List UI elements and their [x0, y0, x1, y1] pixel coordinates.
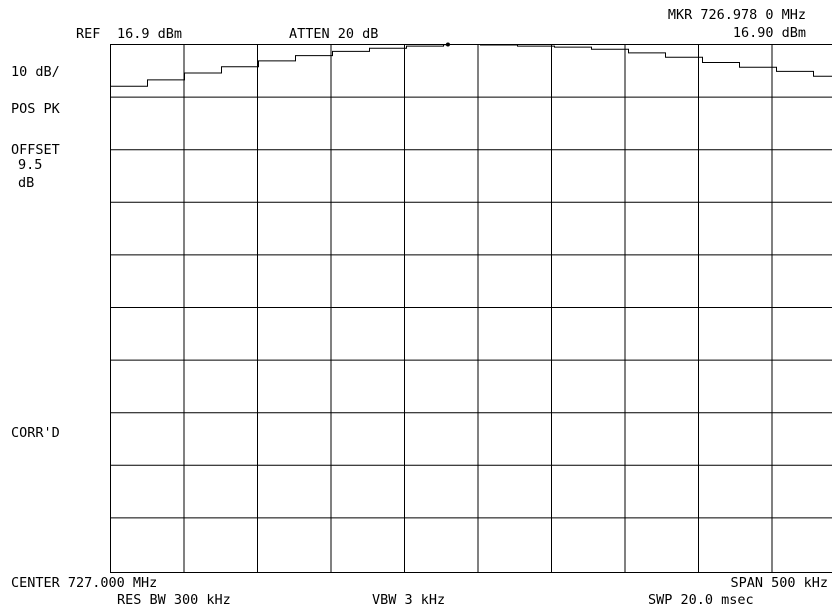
plot-frame	[110, 44, 832, 573]
marker-point	[445, 42, 450, 47]
offset-unit: dB	[18, 175, 35, 191]
frequency-span: SPAN 500 kHz	[730, 575, 828, 591]
marker-frequency: MKR 726.978 0 MHz	[667, 7, 806, 23]
graticule	[110, 44, 832, 573]
spectrum-trace	[110, 44, 832, 87]
center-frequency: CENTER 727.000 MHz	[11, 575, 158, 591]
scale-per-division: 10 dB/	[11, 64, 60, 80]
corrected-indicator: CORR'D	[11, 425, 60, 441]
offset-value: 9.5	[18, 157, 43, 173]
video-bandwidth: VBW 3 kHz	[372, 592, 446, 608]
detector-mode: POS PK	[11, 101, 60, 117]
resolution-bandwidth: RES BW 300 kHz	[117, 592, 231, 608]
offset-label: OFFSET	[11, 142, 60, 158]
attenuation: ATTEN 20 dB	[289, 26, 379, 42]
ref-level: 16.9 dBm	[117, 26, 183, 42]
ref-label: REF	[76, 26, 101, 42]
sweep-time: SWP 20.0 msec	[648, 592, 754, 608]
marker-level: 16.90 dBm	[732, 25, 806, 41]
